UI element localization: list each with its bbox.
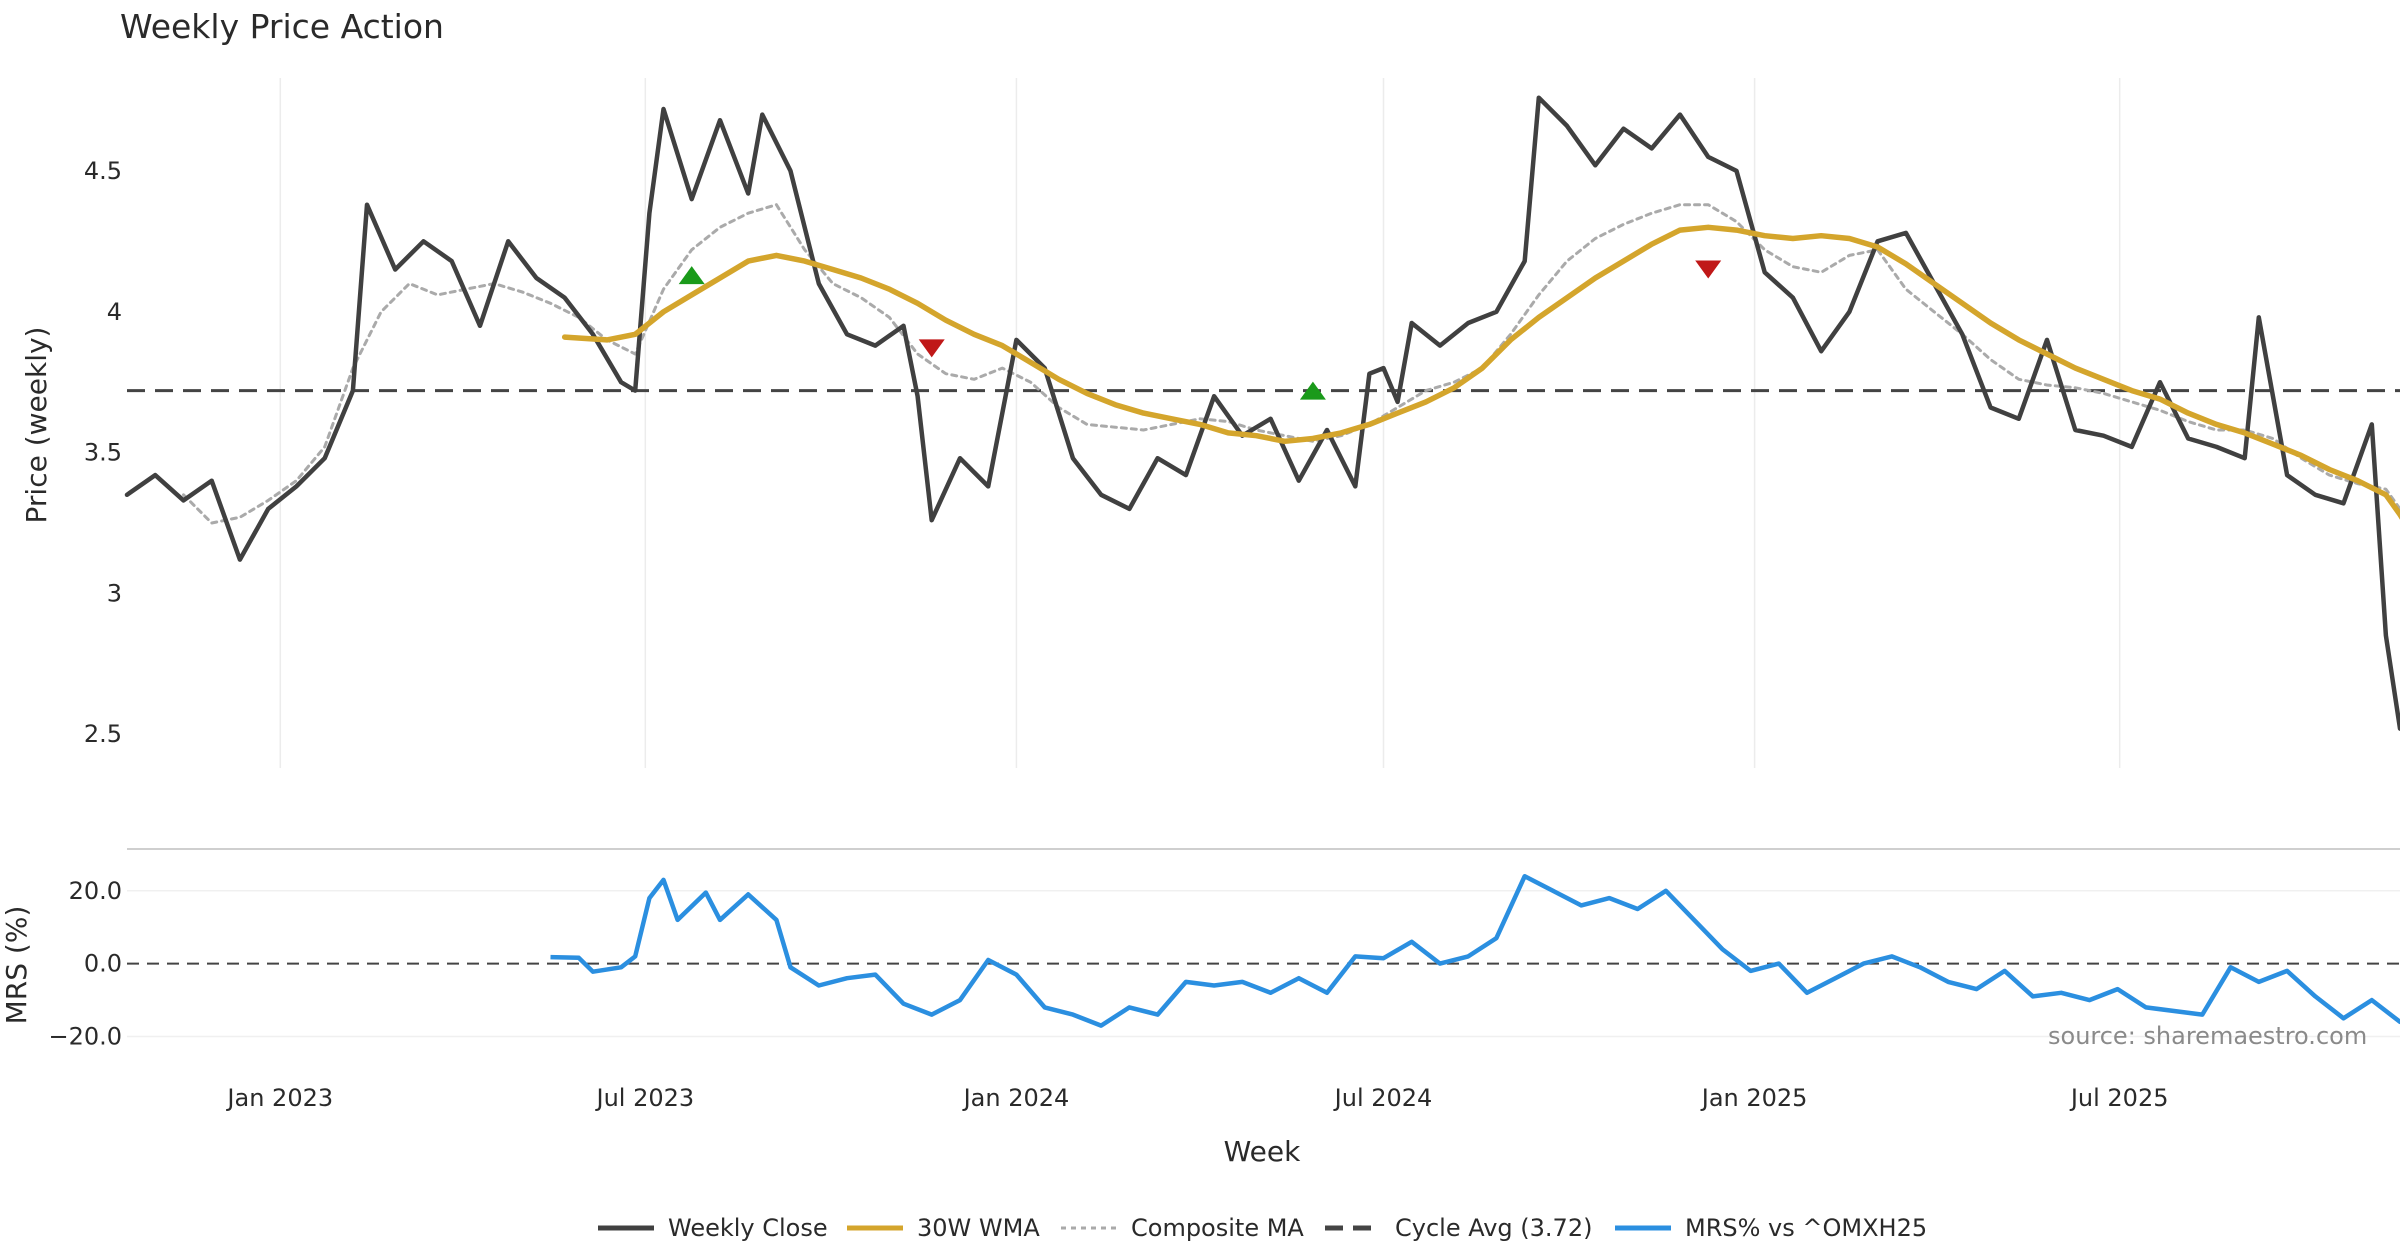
sell-signal-marker <box>918 339 945 358</box>
price-y-tick-label: 2.5 <box>84 720 122 748</box>
series-mrs-vs-omxh25 <box>550 873 2400 1028</box>
price-y-tick-label: 4 <box>107 298 122 326</box>
x-tick-label: Jul 2025 <box>2069 1084 2169 1112</box>
legend-label: 30W WMA <box>917 1214 1040 1242</box>
mrs-y-tick-label: −20.0 <box>48 1023 122 1051</box>
price-y-tick-label: 3 <box>107 579 122 607</box>
series-30w-wma <box>561 224 2400 520</box>
price-markers <box>678 260 1722 400</box>
price-y-axis-label: Price (weekly) <box>20 327 53 524</box>
mrs-y-tick-label: 20.0 <box>69 877 122 905</box>
mrs-y-axis-label: MRS (%) <box>0 906 33 1025</box>
price-series <box>124 95 2400 731</box>
x-tick-label: Jan 2025 <box>1700 1084 1808 1112</box>
mrs-y-tick-label: 0.0 <box>84 950 122 978</box>
legend-label: Composite MA <box>1131 1214 1304 1242</box>
price-y-tick-label: 4.5 <box>84 157 122 185</box>
mrs-panel: 20.0 0.0 −20.0 MRS (%) <box>0 848 2400 1051</box>
x-ticks: Jan 2023 Jul 2023 Jan 2024 Jul 2024 Jan 2025… <box>225 1084 2168 1112</box>
series-weekly-close <box>124 95 2400 731</box>
buy-signal-marker <box>1299 381 1326 400</box>
mrs-y-ticks: 20.0 0.0 −20.0 <box>48 877 122 1051</box>
price-y-tick-label: 3.5 <box>84 439 122 467</box>
mrs-gridlines <box>127 890 2400 1038</box>
buy-signal-marker <box>678 266 705 285</box>
legend-label: Cycle Avg (3.72) <box>1395 1214 1592 1242</box>
x-tick-label: Jan 2023 <box>225 1084 333 1112</box>
legend-label: Weekly Close <box>668 1214 828 1242</box>
x-tick-label: Jan 2024 <box>962 1084 1070 1112</box>
x-tick-label: Jul 2023 <box>594 1084 694 1112</box>
x-axis-label: Week <box>1224 1135 1301 1168</box>
source-annotation: source: sharemaestro.com <box>2048 1022 2367 1050</box>
legend-label: MRS% vs ^OMXH25 <box>1685 1214 1927 1242</box>
chart-title: Weekly Price Action <box>120 7 444 46</box>
x-tick-label: Jul 2024 <box>1333 1084 1433 1112</box>
price-gridlines <box>279 78 2121 768</box>
mrs-series <box>550 873 2400 1028</box>
price-panel: 2.5 3 3.5 4 4.5 Price (weekly) <box>20 78 2400 768</box>
price-y-ticks: 2.5 3 3.5 4 4.5 <box>84 157 122 748</box>
legend: Weekly Close 30W WMA Composite MA Cycle Avg… <box>598 1214 1927 1242</box>
sell-signal-marker <box>1695 260 1722 279</box>
